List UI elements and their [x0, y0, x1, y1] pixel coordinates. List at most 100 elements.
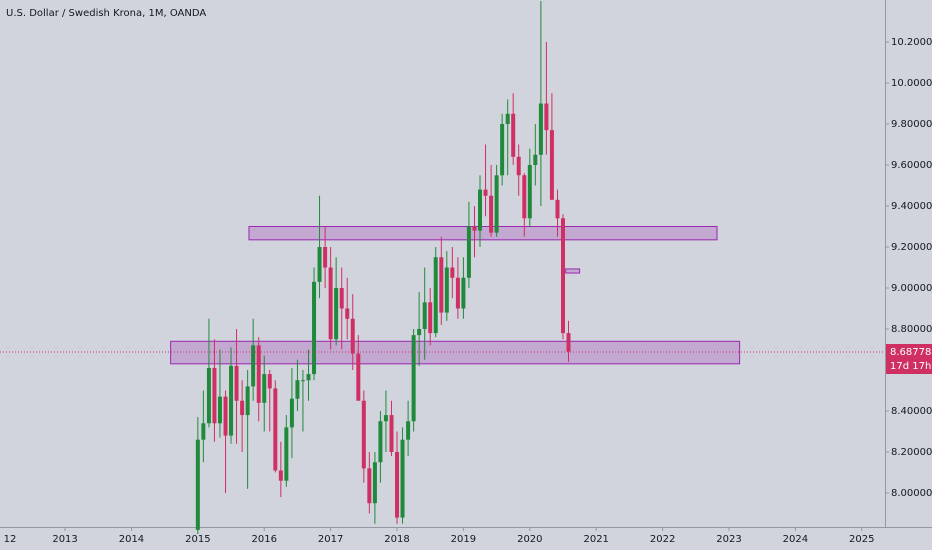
x-tick-label: 2017	[318, 534, 343, 545]
candle-body	[256, 345, 261, 403]
candle-body	[439, 257, 444, 313]
candle-body	[544, 103, 549, 131]
candle-body	[538, 103, 543, 155]
candle-body	[206, 367, 211, 424]
x-tick-label: 2016	[252, 534, 277, 545]
candle-body	[212, 367, 217, 424]
candle-body	[234, 365, 239, 401]
candle-body	[400, 439, 405, 518]
candle-body	[433, 257, 438, 334]
candle-body	[478, 189, 483, 231]
y-tick-label: 9.60000	[891, 160, 932, 171]
candle-body	[455, 277, 460, 309]
y-tick-label: 9.80000	[891, 119, 932, 130]
x-tick-label: 12	[4, 534, 17, 545]
candle-body	[195, 439, 200, 530]
candle-body	[372, 462, 377, 504]
candle-body	[406, 421, 411, 440]
candle-body	[350, 318, 355, 354]
y-tick-label: 8.20000	[891, 447, 932, 458]
candle-body	[494, 175, 499, 233]
candle-body	[533, 154, 538, 166]
candle-body	[466, 226, 471, 278]
candle-body	[472, 226, 477, 231]
candle-body	[317, 246, 322, 282]
candle-body	[522, 175, 527, 219]
candle-body	[367, 468, 372, 504]
zone	[170, 340, 741, 365]
x-tick-label: 2014	[119, 534, 144, 545]
last-price-box	[886, 343, 932, 374]
candle-body	[383, 415, 388, 422]
y-tick-label: 8.80000	[891, 324, 932, 335]
candle-body	[295, 380, 300, 399]
candle-body	[505, 113, 510, 125]
candle-body	[289, 398, 294, 428]
candle-body	[483, 189, 488, 196]
candle-body	[284, 427, 289, 481]
x-tick-label: 2021	[583, 534, 608, 545]
candle-body	[378, 421, 383, 463]
candle-body	[461, 277, 466, 309]
candle-body	[312, 281, 317, 375]
candle-body	[428, 302, 433, 334]
candle-body	[229, 365, 234, 436]
x-tick-label: 2019	[451, 534, 476, 545]
candle-body	[251, 345, 256, 387]
candle-body	[417, 328, 422, 336]
last-price-label: 8.68778	[890, 347, 931, 358]
y-tick-label: 9.00000	[891, 283, 932, 294]
y-tick-label: 8.40000	[891, 406, 932, 417]
y-tick-label: 10.00000	[891, 78, 932, 89]
candle-body	[328, 267, 333, 340]
y-tick-label: 9.40000	[891, 201, 932, 212]
candle-body	[566, 333, 571, 352]
y-tick-label: 8.00000	[891, 488, 932, 499]
countdown-label: 17d 17h	[890, 361, 931, 372]
candle-body	[223, 396, 228, 436]
candle-body	[561, 218, 566, 334]
candle-body	[273, 388, 278, 471]
candle-body	[201, 423, 206, 440]
candle-body	[245, 386, 250, 416]
candle-body	[389, 415, 394, 452]
candle-body	[555, 199, 560, 219]
y-tick-label: 10.20000	[891, 37, 932, 48]
x-tick-label: 2020	[517, 534, 542, 545]
x-tick-label: 2015	[185, 534, 210, 545]
candle-body	[334, 287, 339, 340]
candle-body	[444, 267, 449, 313]
candle-body	[339, 287, 344, 309]
chart-title: U.S. Dollar / Swedish Krona, 1M, OANDA	[6, 8, 206, 19]
candle-body	[489, 195, 494, 233]
candle-body	[500, 124, 505, 176]
candle-body	[262, 374, 267, 403]
candle-body	[306, 374, 311, 381]
candle-body	[300, 380, 305, 382]
candle-body	[217, 396, 222, 424]
candle-body	[450, 267, 455, 278]
x-tick-label: 2018	[384, 534, 409, 545]
candle-body	[345, 308, 350, 319]
candle-body	[278, 470, 283, 481]
candle-body	[516, 156, 521, 176]
x-tick-label: 2025	[849, 534, 874, 545]
candle-body	[527, 165, 532, 219]
candle-body	[240, 400, 245, 416]
candle-body	[323, 246, 328, 268]
zone	[565, 268, 581, 274]
candle-body	[361, 400, 366, 469]
y-tick-label: 9.20000	[891, 242, 932, 253]
x-tick-label: 2013	[52, 534, 77, 545]
candle-body	[395, 451, 400, 518]
x-tick-label: 2024	[783, 534, 808, 545]
x-tick-label: 2023	[716, 534, 741, 545]
zone	[248, 226, 718, 241]
candle-body	[411, 335, 416, 422]
candle-body	[422, 302, 427, 329]
candle-body	[356, 353, 361, 401]
candle-body	[511, 113, 516, 157]
candle-body	[267, 374, 272, 389]
